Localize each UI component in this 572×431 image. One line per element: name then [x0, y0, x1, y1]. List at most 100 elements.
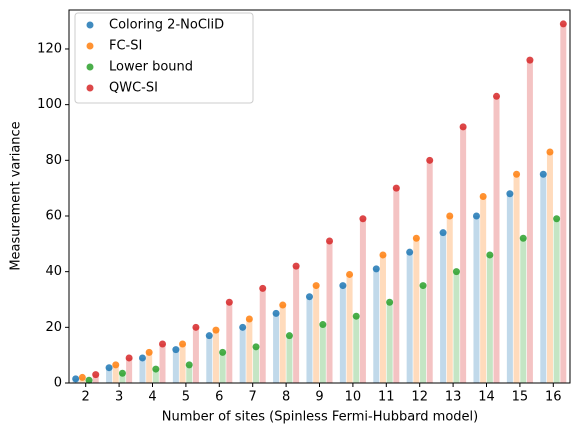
point: [125, 354, 133, 362]
point: [185, 361, 193, 369]
point: [346, 270, 354, 278]
bar: [246, 318, 253, 383]
point: [85, 376, 93, 384]
bar: [446, 215, 453, 383]
legend-marker: [86, 21, 94, 29]
point: [446, 212, 454, 220]
point: [72, 375, 80, 383]
point: [312, 282, 320, 290]
bar: [146, 352, 153, 383]
y-tick-label: 100: [37, 97, 62, 112]
point: [386, 298, 394, 306]
point: [513, 170, 521, 178]
x-tick-label: 3: [115, 390, 123, 405]
point: [292, 262, 300, 270]
x-tick-label: 2: [82, 390, 90, 405]
point: [279, 301, 287, 309]
point: [479, 193, 487, 200]
bar: [486, 254, 493, 383]
bar: [406, 252, 413, 383]
point: [172, 346, 180, 354]
point: [245, 315, 253, 323]
bar: [319, 324, 326, 383]
point: [459, 123, 467, 131]
x-axis-label: Number of sites (Spinless Fermi-Hubbard …: [162, 410, 479, 425]
point: [112, 361, 120, 369]
bar: [313, 285, 320, 383]
bar: [460, 126, 467, 383]
point: [426, 156, 434, 164]
point: [526, 56, 534, 64]
x-tick-label: 13: [445, 390, 462, 405]
point: [326, 237, 334, 245]
bar: [413, 238, 420, 383]
bar: [353, 316, 360, 383]
point: [519, 234, 527, 242]
y-tick-label: 20: [45, 320, 62, 335]
point: [105, 364, 113, 372]
x-tick-label: 7: [249, 390, 257, 405]
x-tick-label: 8: [282, 390, 290, 405]
point: [159, 340, 167, 348]
bar: [440, 232, 447, 383]
bar: [239, 327, 246, 383]
point: [339, 282, 347, 290]
legend-box: [74, 12, 254, 104]
point: [553, 215, 561, 223]
point: [272, 309, 280, 317]
bar: [286, 335, 293, 383]
bar: [493, 96, 500, 383]
x-tick-label: 14: [478, 390, 495, 405]
bar: [386, 302, 393, 383]
plot-frame: [68, 9, 571, 384]
bar: [172, 349, 179, 383]
y-tick-label: 0: [54, 376, 62, 391]
point: [472, 212, 480, 220]
bar: [346, 274, 353, 383]
bar: [546, 151, 553, 383]
bar: [159, 344, 166, 383]
bar: [186, 364, 193, 383]
point: [379, 251, 387, 259]
point: [419, 282, 427, 290]
point: [539, 170, 547, 178]
point: [92, 371, 100, 379]
point: [486, 251, 494, 259]
bar: [520, 238, 527, 383]
legend-label: QWC-SI: [109, 81, 158, 96]
bar: [339, 285, 346, 383]
point: [259, 284, 267, 292]
bar: [293, 266, 300, 383]
x-tick-label: 6: [215, 390, 223, 405]
bar: [393, 188, 400, 383]
legend-marker: [86, 42, 94, 50]
point: [359, 215, 367, 223]
point: [192, 323, 200, 331]
bar: [473, 215, 480, 383]
bar: [540, 174, 547, 383]
x-tick-label: 5: [182, 390, 190, 405]
bar: [152, 369, 159, 383]
point: [252, 343, 260, 351]
x-tick-label: 4: [148, 390, 156, 405]
bar: [139, 357, 146, 383]
bar: [226, 302, 233, 383]
bar: [426, 160, 433, 383]
x-tick-label: 16: [545, 390, 562, 405]
bar: [506, 193, 513, 383]
point: [412, 234, 420, 242]
bar: [420, 285, 427, 383]
legend-label: FC-SI: [109, 39, 142, 54]
bar: [453, 271, 460, 383]
bar: [259, 288, 266, 383]
bar: [526, 60, 533, 383]
y-tick-label: 60: [45, 208, 62, 223]
bar: [192, 327, 199, 383]
bar: [379, 254, 386, 383]
y-tick-label: 40: [45, 264, 62, 279]
point: [145, 348, 153, 356]
point: [452, 268, 460, 276]
bar: [273, 313, 280, 383]
point: [406, 248, 414, 256]
